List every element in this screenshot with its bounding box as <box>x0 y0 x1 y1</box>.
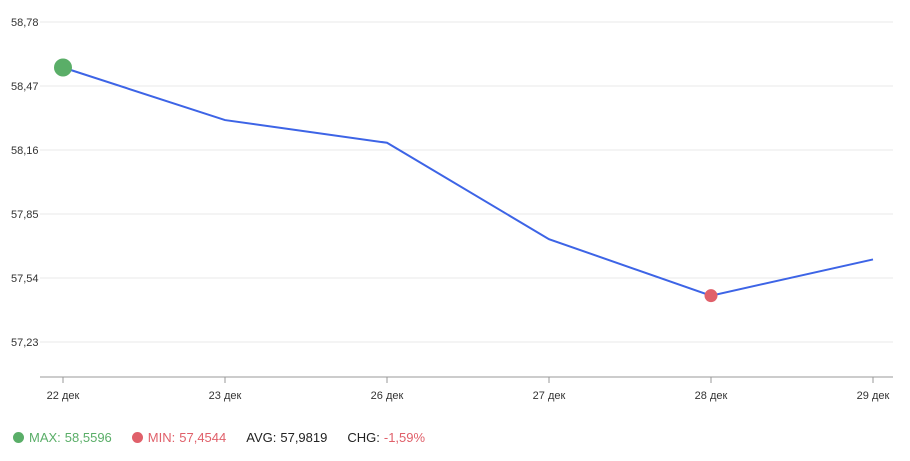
y-tick-label: 57,54 <box>11 273 39 285</box>
min-stat: MIN: 57,4544 <box>131 429 227 445</box>
y-tick-label: 57,85 <box>11 209 39 221</box>
chg-label: CHG: <box>347 429 380 445</box>
avg-label: AVG: <box>246 429 277 445</box>
grid-lines <box>40 21 893 343</box>
max-label: MAX: <box>29 429 61 445</box>
max-point-marker <box>54 58 72 77</box>
chg-value: -1,59% <box>383 429 426 445</box>
min-label: MIN: <box>147 429 176 445</box>
max-dot-icon <box>13 431 24 443</box>
avg-stat: AVG: 57,9819 <box>246 430 327 445</box>
avg-value: 57,9819 <box>280 429 328 445</box>
x-tick-label: 26 дек <box>371 390 404 402</box>
min-point-marker <box>704 289 718 303</box>
x-tick-label: 28 дек <box>695 390 728 402</box>
y-tick-label: 57,23 <box>11 337 39 349</box>
series-line <box>62 66 874 297</box>
chg-stat: CHG: -1,59% <box>347 430 425 445</box>
stats-legend: MAX: 58,5596 MIN: 57,4544 AVG: 57,9819 C… <box>13 428 445 446</box>
y-axis-ticks: 57,23 57,54 57,85 58,16 58,47 58,78 <box>11 17 39 349</box>
x-tick-label: 29 дек <box>857 390 890 402</box>
extreme-markers <box>54 58 718 303</box>
min-dot-icon <box>131 431 143 443</box>
max-value: 58,5596 <box>64 429 112 445</box>
y-tick-label: 58,47 <box>11 81 39 93</box>
line-chart: 57,23 57,54 57,85 58,16 58,47 58,78 22 дек 23 … <box>11 17 893 402</box>
y-tick-label: 58,78 <box>11 17 39 29</box>
max-stat: MAX: 58,5596 <box>13 430 112 445</box>
y-tick-label: 58,16 <box>11 145 39 157</box>
x-axis-ticks: 22 дек 23 дек 26 дек 27 дек 28 дек 29 дек <box>47 377 890 402</box>
x-tick-label: 22 дек <box>47 390 80 402</box>
x-tick-label: 27 дек <box>533 390 566 402</box>
min-value: 57,4544 <box>179 429 227 445</box>
x-tick-label: 23 дек <box>209 390 242 402</box>
